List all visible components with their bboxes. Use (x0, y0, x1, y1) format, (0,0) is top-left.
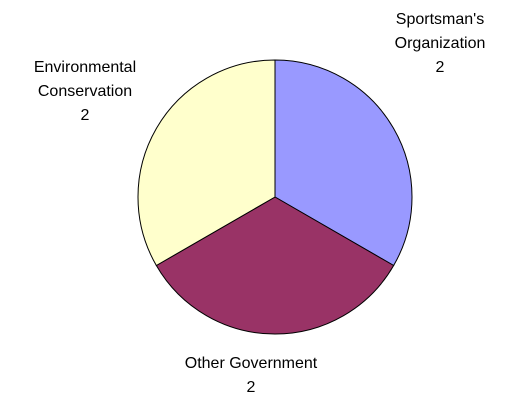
pie-label-value: 2 (81, 107, 90, 124)
pie-slice-0 (274, 59, 413, 267)
pie-label-2: Environmental Conservation 2 (34, 59, 136, 124)
pie-label-name: Organization (395, 35, 486, 52)
pie-label-value: 2 (247, 379, 256, 396)
pie-label-name: Sportsman's (396, 11, 484, 28)
pie-slices (137, 59, 413, 335)
pie-label-name: Other Government (185, 355, 318, 372)
pie-label-name: Environmental (34, 59, 136, 76)
pie-slice-2 (137, 59, 276, 267)
pie-label-0: Sportsman's Organization 2 (395, 11, 486, 76)
pie-label-name: Conservation (38, 83, 132, 100)
pie-label-value: 2 (436, 59, 445, 76)
pie-label-1: Other Government 2 (185, 355, 318, 396)
